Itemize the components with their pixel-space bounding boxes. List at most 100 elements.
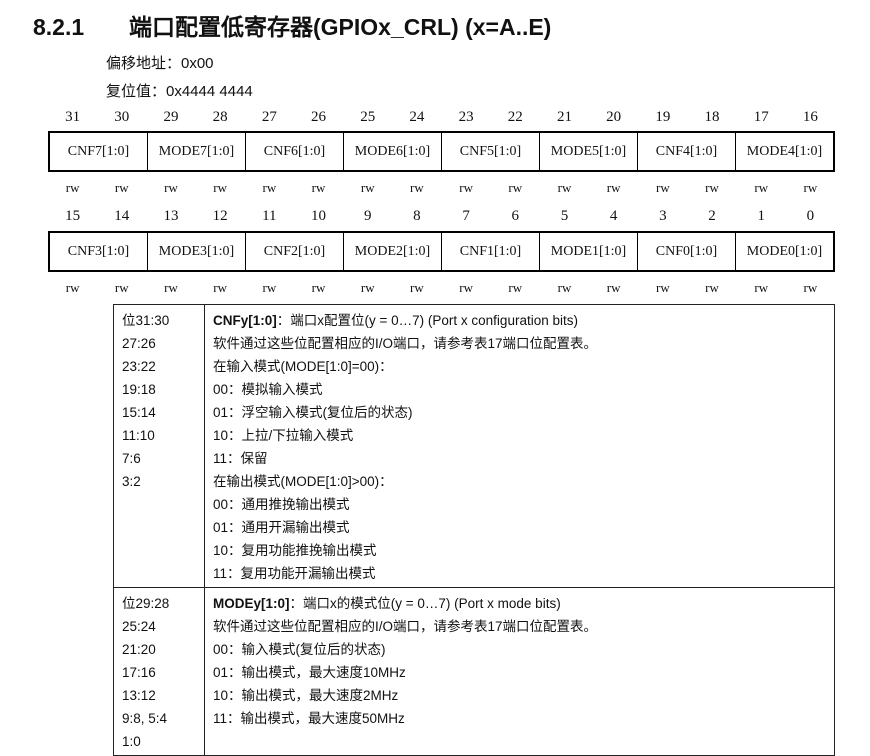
bit-range-cell: 位29:28 25:24 21:20 17:16 13:12 9:8, 5:4 1:0 — [113, 587, 205, 756]
bit-number: 13 — [163, 208, 179, 224]
access-type: rw — [164, 280, 178, 295]
bit-range: 位29:28 — [122, 596, 170, 611]
description-line: 在输出模式(MODE[1:0]>00)： — [213, 474, 393, 489]
description-line: 在输入模式(MODE[1:0]=00)： — [213, 359, 393, 374]
section-number: 8.2.1 — [33, 14, 85, 40]
access-type: rw — [360, 180, 375, 195]
access-type: rw — [262, 280, 277, 295]
description-line: 软件通过这些位配置相应的I/O端口，请参考表17端口位配置表。 — [213, 619, 598, 634]
table-row: 位31:30 27:26 23:22 19:18 15:14 11:10 7:6 3:2 CNF… — [113, 304, 835, 588]
access-type: rw — [311, 280, 326, 295]
section-heading: 端口配置低寄存器(GPIOx_CRL) (x=A..E) — [129, 14, 552, 40]
description-line: 11：复用功能开漏输出模式 — [213, 566, 376, 581]
bit-range: 23:22 — [122, 359, 156, 374]
access-type: rw — [754, 180, 769, 195]
bit-range: 15:14 — [122, 405, 156, 420]
access-type: rw — [754, 280, 769, 295]
bit-range: 11:10 — [122, 428, 155, 443]
bit-range: 13:12 — [122, 688, 156, 703]
access-type: rw — [557, 180, 572, 195]
register-field: MODE5[1:0] — [540, 133, 638, 170]
bit-description-table: 位31:30 27:26 23:22 19:18 15:14 11:10 7:6 3:2 CNF… — [113, 304, 835, 756]
register-field: MODE1[1:0] — [540, 233, 638, 270]
bit-number: 0 — [806, 208, 815, 224]
bit-number: 12 — [212, 208, 228, 224]
bit-range: 3:2 — [122, 474, 141, 489]
bit-number: 7 — [462, 208, 470, 224]
description-line: 00：模拟输入模式 — [213, 382, 323, 397]
bit-range: 19:18 — [122, 382, 156, 397]
access-type: rw — [459, 280, 473, 295]
description-line: 11：保留 — [213, 451, 268, 466]
description-line: 00：通用推挽输出模式 — [213, 497, 350, 512]
field-name: CNFy[1:0] — [213, 313, 277, 328]
register-field: CNF7[1:0] — [50, 133, 148, 170]
register-field: MODE4[1:0] — [746, 143, 823, 159]
access-type: rw — [311, 180, 326, 195]
bit-number: 11 — [262, 208, 277, 224]
access-type: rw — [508, 280, 523, 295]
bit-number: 8 — [413, 208, 421, 224]
reset-value: 复位值：0x4444 4444 — [106, 83, 253, 100]
field-heading: ：端口x的模式位(y = 0…7) (Port x mode bits) — [289, 596, 561, 611]
section-title: 8.2.1 端口配置低寄存器(GPIOx_CRL) (x=A..E) — [33, 8, 551, 42]
access-type: rw — [655, 180, 670, 195]
bit-number: 3 — [659, 208, 667, 224]
upper-access: rw rw rw rw rw rw rw rw rw rw rw rw rw rw rw rw — [48, 180, 835, 196]
access-type: rw — [360, 280, 375, 295]
field-name: MODEy[1:0] — [213, 596, 290, 611]
bit-number: 17 — [753, 109, 769, 125]
bit-range: 1:0 — [122, 734, 141, 749]
access-type: rw — [164, 180, 178, 195]
register-field: CNF2[1:0] — [246, 233, 344, 270]
description-line: 00：输入模式(复位后的状态) — [213, 642, 386, 657]
bit-number: 23 — [458, 109, 474, 125]
bit-number: 26 — [311, 109, 327, 125]
access-type: rw — [410, 280, 424, 295]
bit-number: 25 — [360, 109, 376, 125]
description-line: 10：输出模式，最大速度2MHz — [213, 688, 399, 703]
access-type: rw — [508, 180, 523, 195]
access-type: rw — [114, 180, 129, 195]
bit-number: 4 — [609, 208, 618, 224]
register-field: CNF0[1:0] — [638, 233, 736, 270]
access-type: rw — [705, 180, 719, 195]
upper-register-fields: CNF7[1:0] MODE7[1:0] CNF6[1:0] MODE6[1:0] CN… — [48, 131, 835, 172]
access-type: rw — [606, 280, 621, 295]
bit-number: 2 — [708, 208, 716, 224]
bit-number: 24 — [409, 109, 425, 125]
register-field: CNF1[1:0] — [442, 233, 540, 270]
description-line: 01：通用开漏输出模式 — [213, 520, 350, 535]
bit-number: 22 — [507, 109, 523, 125]
field-heading: ：端口x配置位(y = 0…7) (Port x configuration b… — [276, 313, 578, 328]
access-type: rw — [65, 280, 80, 295]
bit-number: 16 — [802, 109, 818, 125]
bit-number: 18 — [704, 109, 720, 125]
access-type: rw — [803, 280, 818, 295]
access-type: rw — [114, 280, 129, 295]
bit-number: 15 — [65, 208, 81, 224]
access-type: rw — [557, 280, 572, 295]
register-field: MODE6[1:0] — [344, 133, 442, 170]
register-field: MODE0[1:0] — [746, 243, 823, 259]
description-line: 01：浮空输入模式(复位后的状态) — [213, 405, 413, 420]
access-type: rw — [606, 180, 621, 195]
lower-register-fields: CNF3[1:0] MODE3[1:0] CNF2[1:0] MODE2[1:0] CN… — [48, 231, 835, 272]
access-type: rw — [213, 280, 228, 295]
register-field: CNF6[1:0] — [246, 133, 344, 170]
bit-number: 21 — [556, 109, 572, 125]
bit-number: 28 — [212, 109, 228, 125]
bit-number: 20 — [606, 109, 622, 125]
access-type: rw — [213, 180, 228, 195]
description-line: 10：复用功能推挽输出模式 — [213, 543, 377, 558]
bit-range-cell: 位31:30 27:26 23:22 19:18 15:14 11:10 7:6 3:2 — [113, 304, 205, 588]
description-line: 01：输出模式，最大速度10MHz — [213, 665, 406, 680]
description-cell: CNFy[1:0]：端口x配置位(y = 0…7) (Port x config… — [204, 304, 835, 588]
offset-address: 偏移地址：0x00 — [106, 55, 214, 72]
bit-number: 5 — [560, 208, 569, 224]
register-field: CNF4[1:0] — [638, 133, 736, 170]
bit-number: 1 — [757, 208, 765, 224]
bit-range: 17:16 — [122, 665, 156, 680]
access-type: rw — [705, 280, 719, 295]
bit-number: 30 — [114, 109, 130, 125]
